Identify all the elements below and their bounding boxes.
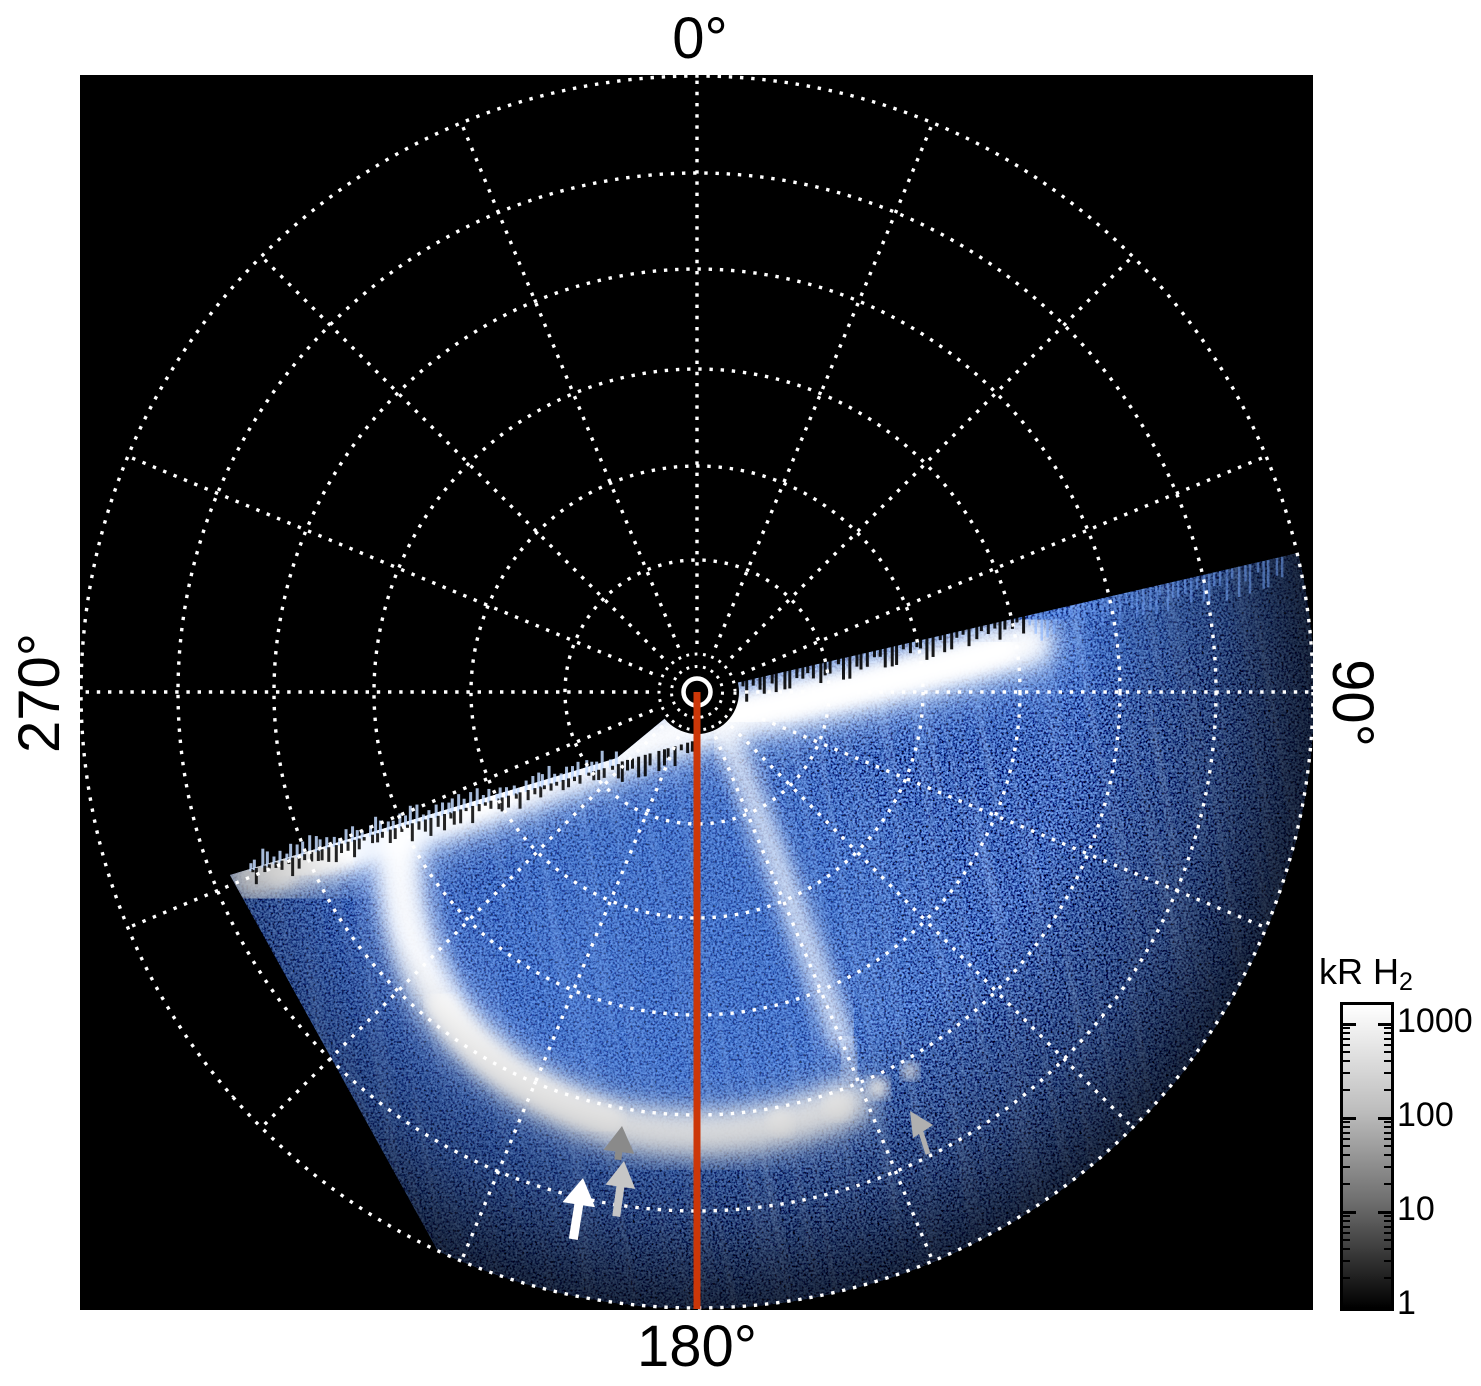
colorbar-tick bbox=[1343, 1072, 1350, 1075]
colorbar-tick bbox=[1343, 1032, 1350, 1035]
colorbar-tick bbox=[1384, 1260, 1391, 1263]
colorbar-tick bbox=[1343, 1239, 1350, 1242]
colorbar-tick-label: 100 bbox=[1397, 1096, 1454, 1134]
colorbar-tick-label: 1000 bbox=[1397, 1002, 1473, 1040]
colorbar-tick bbox=[1343, 1121, 1350, 1124]
colorbar-tick bbox=[1384, 1276, 1391, 1279]
colorbar-tick bbox=[1384, 1225, 1391, 1228]
colorbar-tick bbox=[1384, 1182, 1391, 1185]
colorbar-tick bbox=[1343, 1027, 1350, 1030]
colorbar-tick bbox=[1343, 1043, 1350, 1046]
colorbar-tick-label: 10 bbox=[1397, 1190, 1435, 1228]
angle-label-bottom: 180° bbox=[637, 1314, 757, 1379]
colorbar-tick bbox=[1343, 1166, 1350, 1169]
colorbar-tick bbox=[1384, 1060, 1391, 1063]
colorbar-tick bbox=[1343, 1225, 1350, 1228]
polar-plot-canvas bbox=[80, 75, 1313, 1310]
colorbar-tick-label: 1 bbox=[1397, 1284, 1416, 1322]
colorbar-title: kR H2 bbox=[1318, 952, 1414, 1002]
colorbar-tick bbox=[1343, 1276, 1350, 1279]
colorbar-tick bbox=[1384, 1231, 1391, 1234]
colorbar-tick bbox=[1384, 1121, 1391, 1124]
colorbar-tick bbox=[1343, 1145, 1350, 1148]
colorbar-tick bbox=[1343, 1060, 1350, 1063]
colorbar-tick bbox=[1343, 1131, 1350, 1134]
colorbar-tick bbox=[1378, 1210, 1391, 1214]
colorbar-tick bbox=[1384, 1145, 1391, 1148]
light-gray-arrow bbox=[605, 1161, 636, 1218]
colorbar-tick bbox=[1384, 1126, 1391, 1129]
colorbar-tick bbox=[1343, 1037, 1350, 1040]
dark-gray-arrow bbox=[603, 1126, 635, 1161]
colorbar-tick bbox=[1378, 1116, 1391, 1120]
colorbar-tick bbox=[1343, 1182, 1350, 1185]
colorbar-tick bbox=[1384, 1239, 1391, 1242]
colorbar-tick bbox=[1343, 1260, 1350, 1263]
angle-label-top: 0° bbox=[672, 6, 728, 71]
colorbar-tick bbox=[1343, 1051, 1350, 1054]
colorbar: kR H2 1000 100 10 1 bbox=[1318, 948, 1481, 1338]
colorbar-tick bbox=[1343, 1154, 1350, 1157]
colorbar-tick bbox=[1343, 1248, 1350, 1251]
colorbar-tick bbox=[1384, 1215, 1391, 1218]
colorbar-unit-subscript: 2 bbox=[1399, 968, 1413, 996]
plot-area bbox=[80, 75, 1313, 1310]
colorbar-tick bbox=[1384, 1043, 1391, 1046]
colorbar-tick bbox=[1343, 1220, 1350, 1223]
colorbar-tick bbox=[1343, 1116, 1356, 1120]
colorbar-tick bbox=[1343, 1126, 1350, 1129]
colorbar-unit: kR H bbox=[1319, 951, 1400, 992]
colorbar-tick bbox=[1343, 1215, 1350, 1218]
angle-label-right: 90° bbox=[1320, 659, 1385, 747]
colorbar-tick bbox=[1384, 1051, 1391, 1054]
colorbar-tick bbox=[1384, 1131, 1391, 1134]
colorbar-tick bbox=[1384, 1088, 1391, 1091]
colorbar-tick bbox=[1343, 1210, 1356, 1214]
colorbar-tick bbox=[1343, 1231, 1350, 1234]
colorbar-tick bbox=[1343, 1088, 1350, 1091]
colorbar-gradient bbox=[1340, 1002, 1394, 1311]
colorbar-tick bbox=[1384, 1248, 1391, 1251]
colorbar-tick bbox=[1384, 1072, 1391, 1075]
colorbar-tick bbox=[1384, 1137, 1391, 1140]
colorbar-tick bbox=[1384, 1027, 1391, 1030]
gray-pointer bbox=[910, 1111, 933, 1155]
colorbar-tick bbox=[1384, 1037, 1391, 1040]
colorbar-tick bbox=[1384, 1220, 1391, 1223]
annotation-arrows bbox=[562, 1111, 933, 1240]
colorbar-tick bbox=[1343, 1022, 1356, 1026]
colorbar-tick bbox=[1343, 1137, 1350, 1140]
colorbar-tick bbox=[1384, 1166, 1391, 1169]
white-arrow bbox=[562, 1178, 596, 1240]
colorbar-tick bbox=[1384, 1154, 1391, 1157]
angle-label-left: 270° bbox=[7, 633, 72, 753]
colorbar-tick bbox=[1384, 1032, 1391, 1035]
colorbar-tick bbox=[1378, 1022, 1391, 1026]
